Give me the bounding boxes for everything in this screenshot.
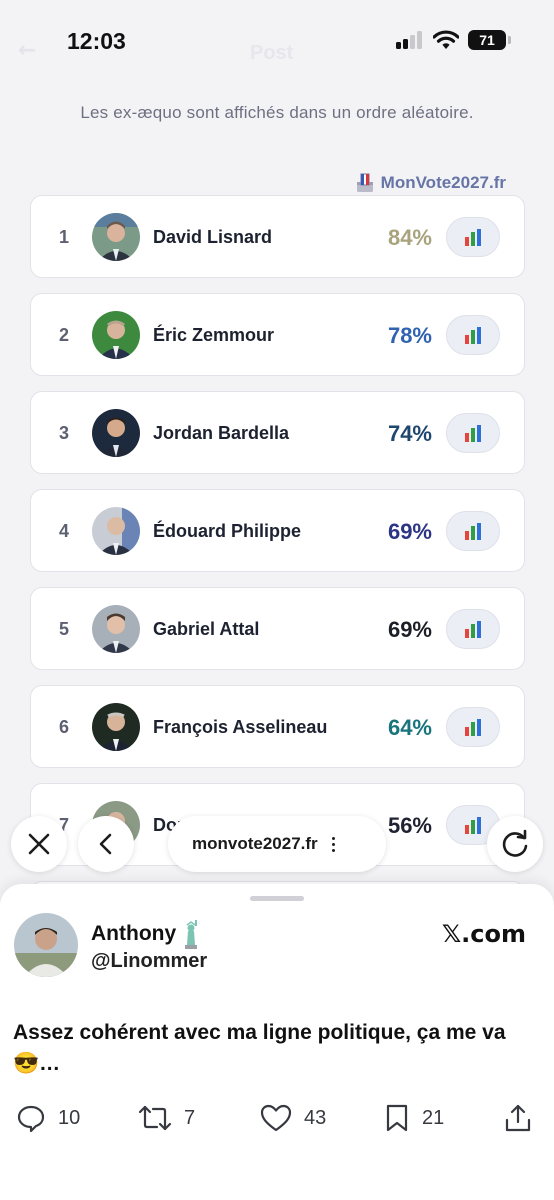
- candidate-row[interactable]: 4 Édouard Philippe 69%: [30, 489, 525, 572]
- repost-icon: [138, 1105, 172, 1131]
- tie-notice: Les ex-æquo sont affichés dans un ordre …: [80, 103, 474, 122]
- candidate-name: François Asselineau: [153, 717, 328, 737]
- candidate-rank: 7: [59, 815, 70, 835]
- repost-button[interactable]: 7: [138, 1103, 195, 1133]
- candidate-rank: 2: [59, 325, 70, 345]
- battery-level: 71: [479, 32, 495, 48]
- share-button[interactable]: [504, 1103, 532, 1133]
- candidate-avatar: [92, 213, 140, 261]
- bar-chart-icon: [465, 719, 481, 736]
- avatar[interactable]: [14, 913, 78, 977]
- bookmark-count: 21: [422, 1106, 445, 1129]
- bar-chart-icon: [465, 523, 481, 540]
- candidate-score: 84%: [387, 225, 432, 250]
- stats-button[interactable]: [446, 217, 500, 257]
- like-button[interactable]: 43: [260, 1103, 326, 1133]
- candidate-name: David Lisnard: [153, 227, 273, 247]
- url-text: monvote2027.fr: [192, 834, 318, 853]
- bookmark-icon: [386, 1104, 408, 1132]
- bar-chart-icon: [465, 817, 481, 834]
- heart-icon: [260, 1104, 292, 1132]
- candidate-name: Éric Zemmour: [153, 325, 275, 345]
- candidate-rank: 1: [59, 227, 70, 247]
- status-bar: ← Post 12:03 71: [0, 0, 554, 84]
- reply-count: 10: [58, 1106, 81, 1129]
- candidate-name: Édouard Philippe: [153, 521, 302, 541]
- bar-chart-icon: [465, 621, 481, 638]
- author-handle[interactable]: @Linommer: [91, 950, 208, 972]
- like-count: 43: [304, 1106, 327, 1129]
- candidate-row[interactable]: 2 Éric Zemmour 78%: [30, 293, 525, 376]
- share-icon: [505, 1104, 531, 1132]
- candidate-score: 56%: [387, 813, 432, 838]
- back-button[interactable]: [78, 816, 134, 872]
- reload-button[interactable]: [487, 816, 543, 872]
- chevron-left-icon: [99, 833, 112, 855]
- bar-chart-icon: [465, 229, 481, 246]
- candidate-score: 74%: [387, 421, 432, 446]
- candidate-score: 78%: [387, 323, 432, 348]
- brand-name: MonVote2027.fr: [380, 173, 506, 192]
- reply-button[interactable]: 10: [16, 1103, 80, 1133]
- bookmark-button[interactable]: 21: [384, 1103, 444, 1133]
- candidate-avatar: [92, 703, 140, 751]
- post-actions: 10 7 43 21: [16, 1103, 536, 1139]
- candidate-name: Gabriel Attal: [153, 619, 260, 639]
- candidate-score: 69%: [387, 519, 432, 544]
- source-link[interactable]: 𝕏.com: [441, 920, 526, 948]
- candidate-rank: 6: [59, 717, 70, 737]
- repost-count: 7: [184, 1106, 196, 1129]
- candidate-name: Jordan Bardella: [153, 423, 290, 443]
- stats-button[interactable]: [446, 511, 500, 551]
- header-title: Post: [250, 42, 294, 64]
- bar-chart-icon: [465, 327, 481, 344]
- candidate-avatar: [92, 507, 140, 555]
- stats-button[interactable]: [446, 413, 500, 453]
- brand-label[interactable]: MonVote2027.fr: [355, 173, 506, 193]
- candidate-row[interactable]: 5 Gabriel Attal 69%: [30, 587, 525, 670]
- sheet-handle[interactable]: [250, 896, 304, 901]
- candidate-score: 64%: [387, 715, 432, 740]
- status-time: 12:03: [67, 28, 126, 54]
- candidate-avatar: [92, 409, 140, 457]
- candidate-score: 69%: [387, 617, 432, 642]
- candidate-rank: 4: [59, 521, 70, 541]
- ballot-box-icon: [356, 173, 373, 192]
- candidate-rank: 3: [59, 423, 70, 443]
- author-name[interactable]: Anthony: [91, 919, 204, 949]
- author-name-text: Anthony: [91, 922, 177, 945]
- close-button[interactable]: [11, 816, 67, 872]
- stats-button[interactable]: [446, 609, 500, 649]
- candidate-row[interactable]: 6 François Asselineau 64%: [30, 685, 525, 768]
- post-text: Assez cohérent avec ma ligne politique, …: [13, 1021, 506, 1075]
- more-options-icon[interactable]: [331, 836, 335, 852]
- statue-of-liberty-icon: [185, 920, 198, 949]
- candidate-avatar: [92, 605, 140, 653]
- candidate-avatar: [92, 311, 140, 359]
- candidate-row[interactable]: 3 Jordan Bardella 74%: [30, 391, 525, 474]
- post-sheet: Anthony @Linommer 𝕏.com Assez cohérent a…: [0, 884, 554, 1200]
- cellular-signal-icon: [396, 31, 422, 49]
- candidate-rank: 5: [59, 619, 70, 639]
- reply-icon: [17, 1105, 45, 1133]
- battery-indicator: 71: [468, 30, 511, 50]
- stats-button[interactable]: [446, 315, 500, 355]
- stats-button[interactable]: [446, 707, 500, 747]
- back-arrow-icon[interactable]: ←: [18, 38, 37, 63]
- wifi-icon: [433, 30, 459, 49]
- candidate-row[interactable]: 1 David Lisnard 84%: [30, 195, 525, 278]
- url-bar[interactable]: monvote2027.fr: [168, 816, 386, 872]
- close-icon: [28, 833, 50, 855]
- reload-icon: [502, 829, 528, 857]
- bar-chart-icon: [465, 425, 481, 442]
